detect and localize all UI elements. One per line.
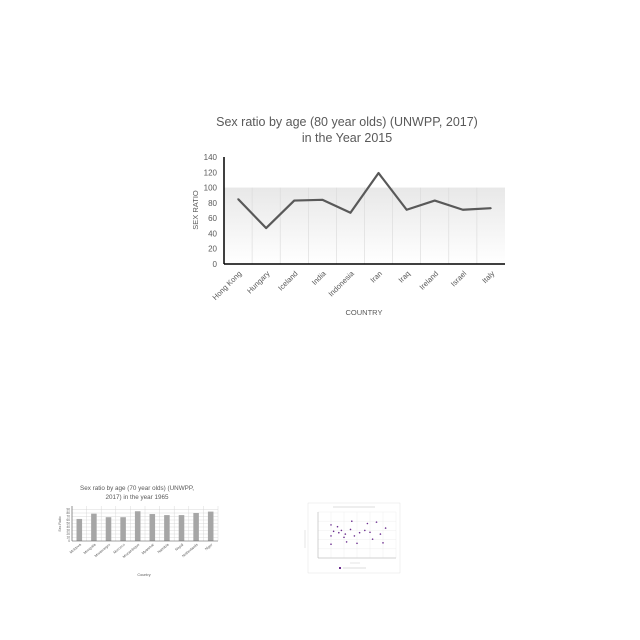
scatter-chart-point xyxy=(344,533,347,535)
bar-chart-ytick-label: 50 xyxy=(66,522,70,526)
bar-chart-xtick-label: Niger xyxy=(204,542,214,551)
line-chart-plot-area: 0 20 40 60 80 100 120 140 Hong Kong Hungary Icelan… xyxy=(204,153,505,302)
bar-chart-bar xyxy=(178,515,185,541)
line-chart-ytick-label: 60 xyxy=(208,214,217,223)
bar-chart-bar xyxy=(207,511,214,541)
bar-chart-xtick-label: Nepal xyxy=(174,543,184,552)
line-chart-xtick-label: Indonesia xyxy=(326,268,356,298)
scatter-chart-point xyxy=(382,542,384,544)
bar-chart-title-line1: Sex ratio by age (70 year olds) (UNWPP, xyxy=(80,485,194,492)
scatter-chart xyxy=(304,502,401,574)
line-chart-xtick-label: Ireland xyxy=(418,269,441,292)
bar-chart: Sex ratio by age (70 year olds) (UNWPP, … xyxy=(58,485,219,577)
scatter-chart-point xyxy=(384,527,387,529)
line-chart-xtick-label: Israel xyxy=(449,269,469,289)
scatter-chart-point xyxy=(369,531,371,534)
bar-chart-ytick-label: 60 xyxy=(66,518,70,522)
bar-chart-xtick-label: Moldova xyxy=(69,543,82,555)
line-chart-xlabel: COUNTRY xyxy=(346,308,383,317)
line-chart-xtick-label: Hungary xyxy=(245,269,272,296)
line-chart-title-line2: in the Year 2015 xyxy=(302,131,392,145)
line-chart-ytick-label: 100 xyxy=(204,184,218,193)
bar-chart-xlabel: Country xyxy=(137,573,150,577)
bar-chart-ytick-label: 0 xyxy=(68,539,70,543)
line-chart-xtick-label: Iran xyxy=(368,269,384,285)
line-chart-data-point xyxy=(349,211,352,214)
scatter-chart-point xyxy=(375,521,378,523)
bar-chart-ytick-label: 90 xyxy=(66,508,70,512)
line-chart-data-point xyxy=(237,198,239,200)
bar-chart-bar xyxy=(134,511,141,541)
bar-chart-xtick-label: Namibia xyxy=(157,543,170,555)
line-chart-data-point xyxy=(405,208,408,211)
line-chart-ytick-label: 20 xyxy=(208,245,217,254)
scatter-chart-point xyxy=(366,522,369,525)
bar-chart-bar xyxy=(149,514,156,541)
line-chart-data-point xyxy=(377,172,380,174)
scatter-chart-point xyxy=(349,528,352,531)
bar-chart-bar xyxy=(120,517,126,541)
line-chart-data-point xyxy=(321,199,324,201)
line-chart-data-point xyxy=(293,199,296,202)
bar-chart-xtick-label: Montenegro xyxy=(94,543,111,558)
scatter-chart-point xyxy=(340,529,343,532)
scatter-chart-point xyxy=(338,531,340,534)
scatter-chart-point xyxy=(371,538,374,540)
line-chart-ytick-label: 80 xyxy=(208,199,217,208)
scatter-chart-point xyxy=(330,524,332,526)
scatter-chart-point xyxy=(345,541,348,543)
scatter-chart-point xyxy=(358,531,361,534)
line-chart-xtick-label: Hong Kong xyxy=(211,269,244,302)
scatter-chart-legend-swatch xyxy=(339,567,341,569)
bar-chart-bar xyxy=(164,515,170,541)
bar-chart-xtick-label: Morocco xyxy=(113,543,126,555)
scatter-chart-point xyxy=(343,536,345,539)
scatter-chart-frame xyxy=(307,502,401,574)
scatter-chart-point xyxy=(379,533,382,535)
bar-chart-ylabel: Sex Ratio xyxy=(58,516,62,531)
line-chart-xtick-label: India xyxy=(310,268,328,286)
bar-chart-ytick-label: 70 xyxy=(66,515,70,519)
bar-chart-xtick-label: Netherlands xyxy=(181,543,199,559)
scatter-chart-point xyxy=(332,530,335,533)
line-chart-data-point xyxy=(490,207,492,210)
scatter-chart-point xyxy=(351,520,353,522)
line-chart-xtick-label: Iceland xyxy=(276,269,299,292)
line-chart-data-point xyxy=(265,227,267,229)
bar-chart-bar xyxy=(91,513,97,541)
bar-chart-bar xyxy=(76,518,83,541)
line-chart-title-line1: Sex ratio by age (80 year olds) (UNWPP, … xyxy=(216,115,478,129)
scatter-chart-point xyxy=(356,542,358,545)
line-chart-data-point xyxy=(462,208,464,211)
scatter-chart-point xyxy=(330,543,332,545)
bar-chart-ytick-label: 80 xyxy=(66,511,70,515)
scatter-chart-point xyxy=(330,535,332,537)
line-chart: Sex ratio by age (80 year olds) (UNWPP, … xyxy=(191,115,505,317)
bar-chart-title-line2: 2017) in the year 1965 xyxy=(105,494,169,501)
line-chart-xtick-label: Iraq xyxy=(397,269,413,285)
scatter-chart-point xyxy=(336,525,339,528)
bar-chart-ytick-label: 30 xyxy=(66,529,70,533)
bar-chart-ytick-label: 20 xyxy=(66,532,70,536)
line-chart-ytick-label: 140 xyxy=(204,153,218,162)
scatter-chart-point xyxy=(364,529,366,532)
bar-chart-ytick-label: 10 xyxy=(66,536,70,540)
scatter-chart-plot-area xyxy=(304,502,401,574)
line-chart-ytick-label: 40 xyxy=(208,229,217,238)
bar-chart-bar xyxy=(105,517,112,541)
bar-chart-xtick-label: Myanmar xyxy=(141,542,156,555)
scatter-chart-point xyxy=(353,535,356,537)
line-chart-xtick-label: Italy xyxy=(480,269,496,285)
bar-chart-bar xyxy=(193,513,199,541)
line-chart-ytick-label: 120 xyxy=(204,168,218,177)
line-chart-data-point xyxy=(433,199,436,202)
line-chart-series-line xyxy=(237,171,492,230)
line-chart-ylabel: SEX RATIO xyxy=(191,190,200,230)
bar-chart-ytick-label: 40 xyxy=(66,525,70,529)
line-chart-ytick-label: 0 xyxy=(213,260,218,269)
